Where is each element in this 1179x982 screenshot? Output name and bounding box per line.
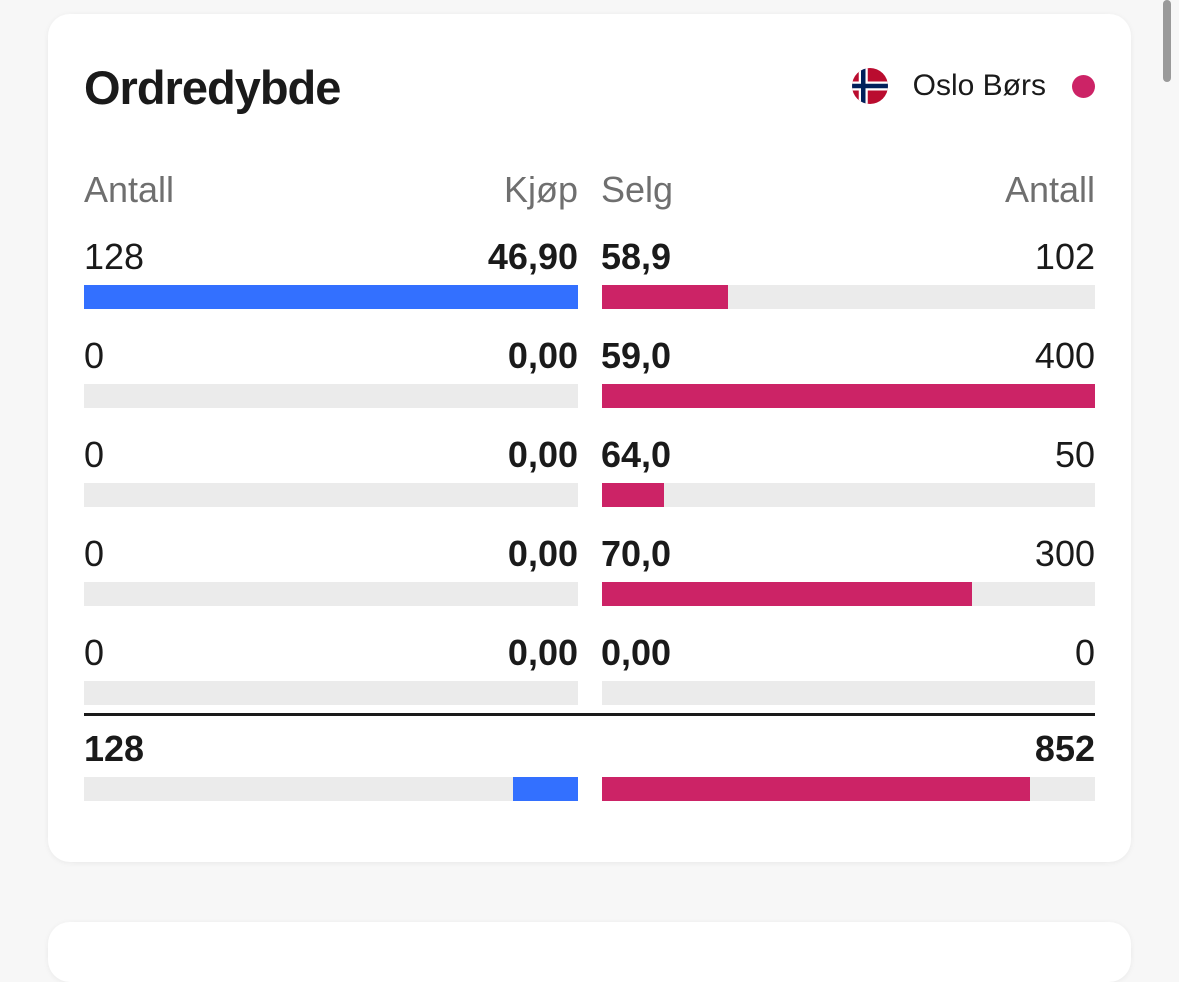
buy-price: 0,00 (507, 533, 578, 574)
buy-bar-track (84, 681, 578, 705)
sell-quantity: 0 (1074, 632, 1095, 673)
buy-price: 0,00 (507, 335, 578, 376)
sell-quantity: 300 (1034, 533, 1095, 574)
total-buy-quantity: 128 (84, 728, 145, 769)
column-headers: Antall Kjøp Selg Antall (84, 166, 1095, 216)
sell-bar-track (602, 483, 1095, 507)
order-row: 0 0,00 0,00 0 (84, 630, 1095, 720)
sell-quantity: 400 (1034, 335, 1095, 376)
buy-quantity: 0 (84, 335, 105, 376)
order-row: 0 0,00 59,0 400 (84, 333, 1095, 423)
total-sell-bar (602, 777, 1031, 801)
buy-quantity: 0 (84, 632, 105, 673)
buy-price: 46,90 (487, 236, 578, 277)
sell-price: 0,00 (601, 632, 672, 673)
buy-bar (84, 285, 578, 309)
total-sell-quantity: 852 (1034, 728, 1095, 769)
scrollbar[interactable] (1163, 0, 1171, 82)
exchange-name: Oslo Børs (912, 69, 1046, 102)
sell-quantity: 102 (1034, 236, 1095, 277)
buy-price: 0,00 (507, 632, 578, 673)
order-row: 0 0,00 64,0 50 (84, 432, 1095, 522)
total-buy-bar (513, 777, 578, 801)
sell-bar (602, 285, 728, 309)
header-sell-price: Selg (601, 169, 674, 210)
sell-bar-track (602, 285, 1095, 309)
order-row: 0 0,00 70,0 300 (84, 531, 1095, 621)
sell-price: 59,0 (601, 335, 672, 376)
header-sell-quantity: Antall (1004, 169, 1095, 210)
sell-bar (602, 582, 972, 606)
buy-bar-track (84, 582, 578, 606)
buy-bar-track (84, 384, 578, 408)
sell-bar-track (602, 582, 1095, 606)
sell-price: 58,9 (601, 236, 672, 277)
buy-quantity: 0 (84, 533, 105, 574)
sell-quantity: 50 (1054, 434, 1095, 475)
totals-row: 128 852 (84, 726, 1095, 816)
buy-price: 0,00 (507, 434, 578, 475)
total-buy-bar-track (84, 777, 578, 801)
buy-quantity: 0 (84, 434, 105, 475)
next-card (48, 922, 1131, 982)
sell-bar (602, 384, 1095, 408)
order-row: 128 46,90 58,9 102 (84, 234, 1095, 324)
sell-bar-track (602, 681, 1095, 705)
norway-flag-icon (851, 68, 888, 104)
sell-bar-track (602, 384, 1095, 408)
totals-divider (84, 713, 1095, 716)
header-buy-price: Kjøp (503, 169, 578, 210)
page-title: Ordredybde (84, 61, 341, 114)
sell-bar (602, 483, 664, 507)
exchange-indicator[interactable]: Oslo Børs (851, 66, 1095, 106)
header-buy-quantity: Antall (84, 169, 175, 210)
total-sell-bar-track (602, 777, 1095, 801)
sell-price: 64,0 (601, 434, 672, 475)
buy-bar-track (84, 285, 578, 309)
buy-bar-track (84, 483, 578, 507)
sell-price: 70,0 (601, 533, 672, 574)
order-depth-card: Ordredybde Oslo Børs Antall Kjøp Selg An… (48, 14, 1131, 862)
market-status-dot (1072, 74, 1095, 98)
buy-quantity: 128 (84, 236, 145, 277)
